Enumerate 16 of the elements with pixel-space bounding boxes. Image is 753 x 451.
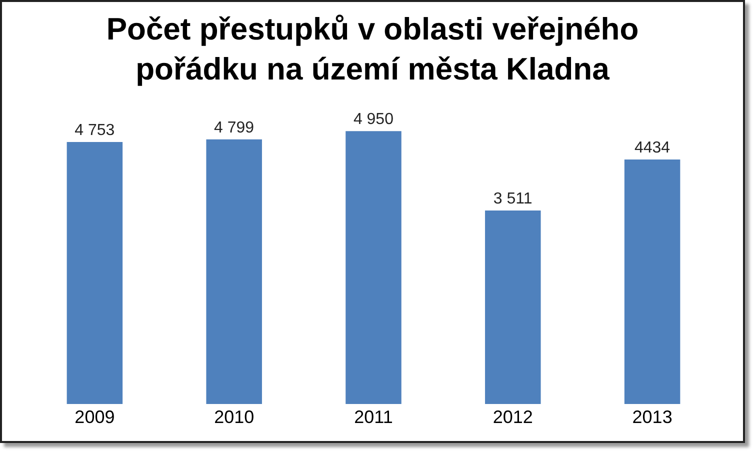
data-label: 4 799 (214, 119, 254, 136)
bar (485, 210, 541, 404)
chart-title: Počet přestupků v oblasti veřejného pořádku na území města Kladna (106, 11, 639, 87)
data-label: 3 511 (493, 190, 532, 208)
x-tick-label: 2011 (354, 407, 393, 427)
data-label: 4 950 (353, 111, 394, 128)
x-tick-label: 2012 (492, 407, 533, 427)
data-label: 4434 (634, 140, 670, 157)
data-label: 4 753 (74, 122, 115, 139)
x-tick-label: 2010 (214, 407, 254, 427)
bar (346, 131, 402, 404)
bar (624, 160, 680, 404)
bar (206, 139, 262, 404)
x-tick-label: 2013 (632, 407, 672, 427)
x-tick-label: 2009 (74, 407, 115, 427)
bar (66, 142, 123, 404)
